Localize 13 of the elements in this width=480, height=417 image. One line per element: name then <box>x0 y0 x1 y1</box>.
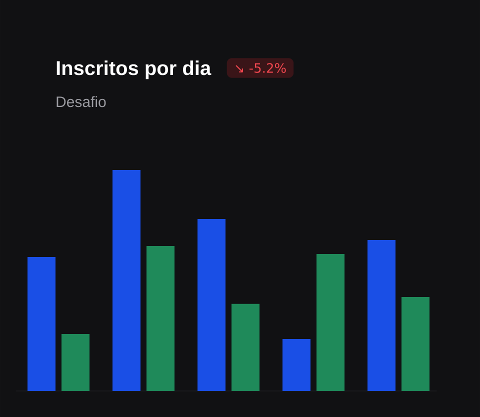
chart-title: Inscritos por dia <box>56 60 212 80</box>
text: ↘ -5.2% <box>236 63 286 73</box>
bar <box>198 219 226 391</box>
bar <box>316 254 344 391</box>
chart-subtitle: Desafio <box>56 96 106 108</box>
bar <box>62 334 90 391</box>
bar <box>28 257 56 391</box>
bar <box>146 246 175 391</box>
bar <box>368 240 396 391</box>
bar <box>112 170 141 391</box>
bar <box>402 297 430 391</box>
bar <box>282 339 310 391</box>
bar <box>232 304 260 391</box>
